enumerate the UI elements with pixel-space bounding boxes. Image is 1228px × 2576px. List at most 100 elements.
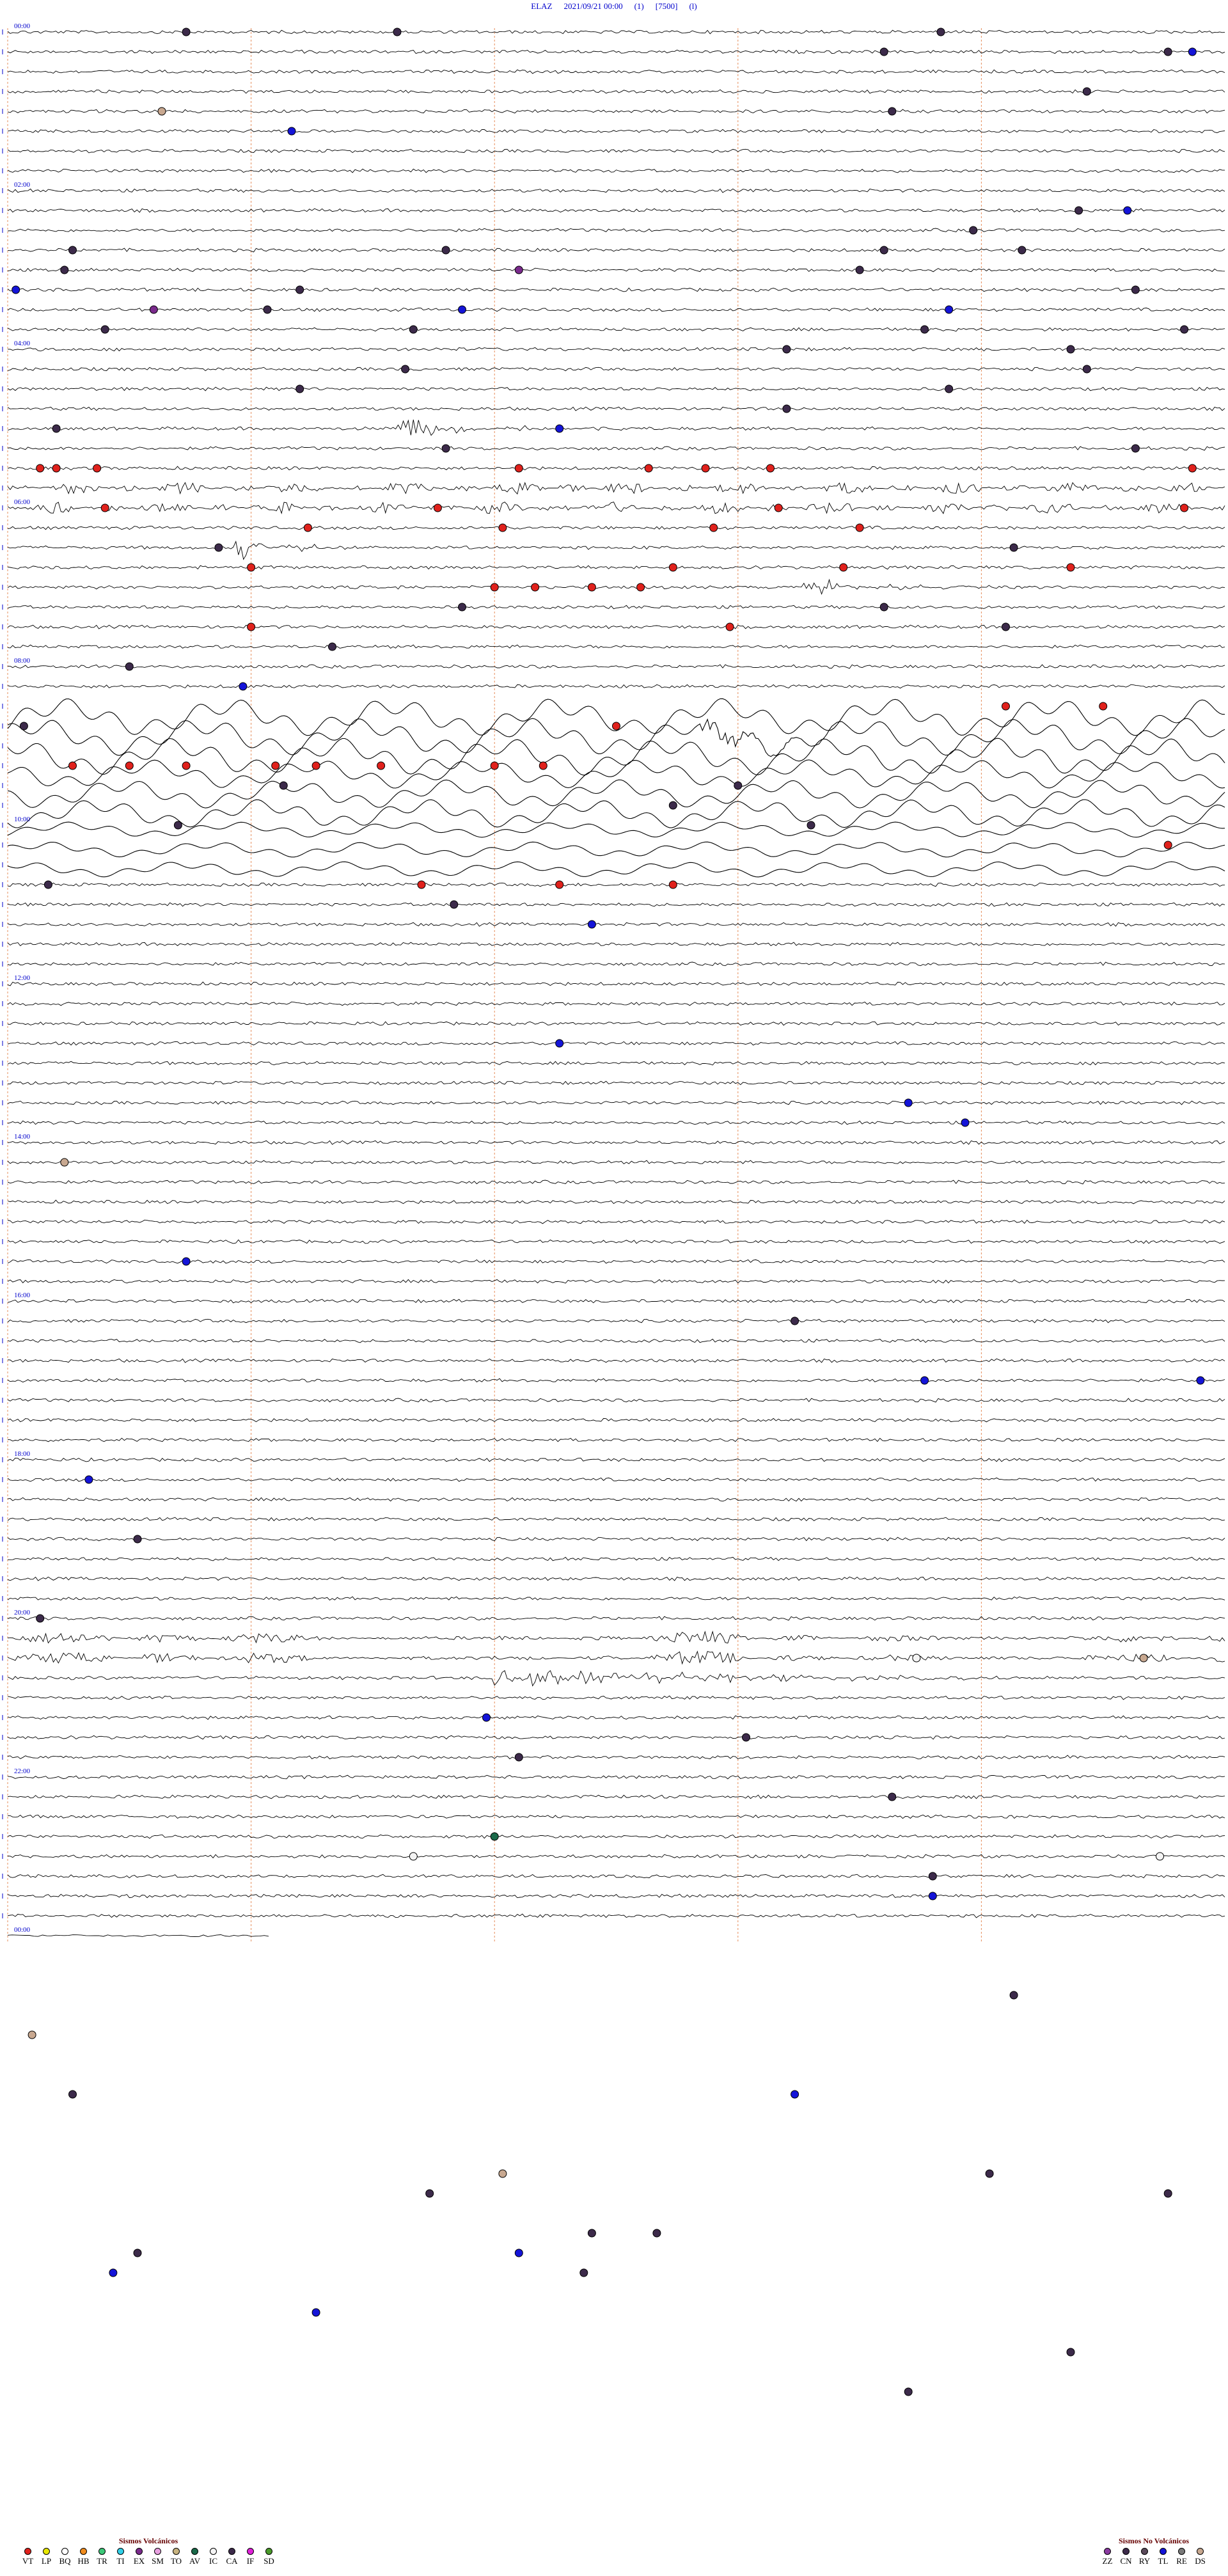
helicorder-header: ELAZ 2021/09/21 00:00 (1) [7500] (l): [0, 1, 1228, 12]
event-marker-ca: [579, 2268, 588, 2277]
ex-swatch-icon: [136, 2548, 143, 2555]
event-marker-vt: [709, 523, 718, 532]
hour-label: 12:00: [14, 974, 31, 982]
trace-line: [7, 446, 1225, 451]
trace-line: [7, 1670, 1225, 1687]
event-marker-tl: [287, 127, 296, 136]
trace-line: [7, 502, 1225, 515]
event-marker-tl: [1188, 47, 1197, 56]
event-marker-vt: [855, 523, 864, 532]
ds-code-label: DS: [1195, 2556, 1206, 2566]
event-marker-ca: [295, 384, 304, 393]
trace-line: [7, 1160, 1225, 1165]
event-marker-vt: [1066, 563, 1075, 572]
av-swatch-icon: [191, 2548, 198, 2555]
trace-line: [7, 942, 1225, 947]
trace-line: [7, 168, 1225, 173]
event-marker-tl: [458, 305, 466, 314]
trace-line: [7, 1358, 1225, 1363]
event-marker-ca: [1163, 2189, 1172, 2198]
vt-code-label: VT: [22, 2556, 34, 2566]
event-marker-vt: [68, 761, 77, 770]
if-swatch-icon: [247, 2548, 254, 2555]
event-marker-ca: [734, 781, 743, 790]
event-marker-ds: [157, 107, 166, 116]
trace-line: [7, 981, 1225, 986]
event-marker-tl: [945, 305, 954, 314]
event-marker-vt: [725, 622, 734, 631]
event-marker-ca: [133, 2248, 142, 2257]
trace-line: [7, 861, 1225, 878]
sm-code-label: SM: [152, 2556, 164, 2566]
event-marker-tl: [12, 285, 20, 294]
event-marker-ds: [28, 2030, 36, 2039]
trace-line: [7, 49, 1225, 54]
legend-non-volcanic-tl: TL: [1154, 2548, 1172, 2566]
event-marker-ca: [855, 265, 864, 274]
trace-line: [7, 541, 1225, 560]
event-marker-ex: [149, 305, 158, 314]
trace-line: [7, 89, 1225, 94]
station-label: ELAZ: [531, 1, 553, 11]
hour-label: 06:00: [14, 498, 31, 506]
event-marker-ca: [393, 28, 402, 36]
event-marker-ca: [668, 801, 677, 810]
event-marker-vt: [1163, 841, 1172, 849]
trace-line: [7, 644, 1225, 649]
trace-line: [7, 1080, 1225, 1086]
event-marker-ca: [450, 900, 459, 909]
trace-line: [7, 1279, 1225, 1284]
ex-code-label: EX: [133, 2556, 145, 2566]
trace-line: [7, 267, 1225, 273]
trace-line: [7, 406, 1225, 411]
event-marker-ca: [1131, 285, 1140, 294]
hour-label: 18:00: [14, 1450, 31, 1458]
event-marker-ca: [295, 285, 304, 294]
event-marker-vt: [247, 622, 256, 631]
event-marker-ca: [791, 1316, 799, 1325]
event-marker-ca: [985, 2169, 994, 2178]
event-marker-ca: [879, 603, 888, 612]
scale-label: [7500]: [655, 1, 678, 11]
event-marker-ic: [1156, 1852, 1164, 1861]
event-marker-vt: [514, 464, 523, 473]
cn-code-label: CN: [1120, 2556, 1132, 2566]
legend-non-volcanic-ry: RY: [1136, 2548, 1153, 2566]
event-marker-vt: [1188, 464, 1197, 473]
legend-volcanic-bq: BQ: [56, 2548, 74, 2566]
trace-line: [7, 779, 1225, 809]
trace-line: [7, 129, 1225, 134]
event-marker-ca: [173, 821, 182, 830]
trace-line: [7, 466, 1225, 471]
legend-non-volcanic-items: ZZ CN RY TL RE DS: [1099, 2548, 1209, 2566]
event-marker-ca: [68, 246, 77, 255]
ic-swatch-icon: [210, 2548, 217, 2555]
event-marker-vt: [36, 464, 45, 473]
event-marker-ca: [1009, 1991, 1018, 2000]
trace-line: [7, 821, 1225, 838]
event-marker-av: [490, 1832, 499, 1841]
trace-line: [7, 664, 1225, 669]
event-marker-ca: [1074, 206, 1083, 215]
event-marker-vt: [839, 563, 848, 572]
event-marker-vt: [644, 464, 653, 473]
trace-line: [7, 482, 1225, 495]
event-marker-tl: [1196, 1376, 1205, 1385]
trace-line: [7, 1259, 1225, 1264]
trace-line: [7, 961, 1225, 967]
trace-line: [7, 799, 1225, 828]
event-marker-vt: [1180, 503, 1189, 512]
event-marker-ca: [936, 28, 945, 36]
trace-line: [7, 922, 1225, 927]
sd-code-label: SD: [264, 2556, 274, 2566]
legend-non-volcanic: Sismos No Volcánicos ZZ CN RY TL RE DS: [1099, 2536, 1209, 2566]
ry-swatch-icon: [1141, 2548, 1148, 2555]
event-marker-ca: [1082, 365, 1091, 374]
event-marker-ic: [409, 1852, 418, 1861]
hour-label: 10:00: [14, 816, 31, 823]
trace-line: [7, 1061, 1225, 1066]
event-marker-ca: [807, 821, 815, 830]
trace-line: [7, 1874, 1225, 1879]
trace-line: [7, 578, 1225, 595]
trace-line: [7, 902, 1225, 907]
